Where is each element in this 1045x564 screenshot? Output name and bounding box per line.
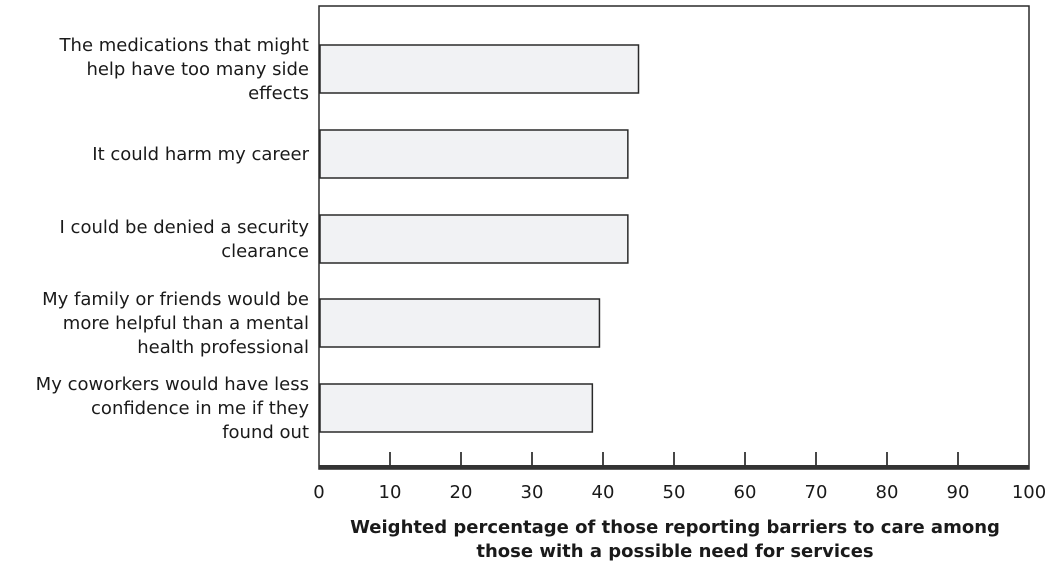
x-tick-label-60: 60: [734, 482, 757, 503]
category-label-2-line-1: It could harm my career: [92, 144, 309, 165]
x-tick-label-10: 10: [379, 482, 402, 503]
x-axis-title-line-1: Weighted percentage of those reporting b…: [350, 517, 1000, 538]
category-labels: The medications that might help have too …: [36, 35, 310, 443]
bars-group: [319, 44, 640, 433]
category-label-5-line-1: My coworkers would have less: [36, 374, 309, 395]
bar-5: [319, 383, 594, 433]
bar-1: [319, 44, 640, 94]
x-axis-ticks: [389, 452, 959, 467]
x-tick-label-80: 80: [876, 482, 899, 503]
category-label-5-line-2: confidence in me if they: [91, 398, 309, 419]
x-tick-label-30: 30: [521, 482, 544, 503]
x-tick-label-90: 90: [947, 482, 970, 503]
x-axis-tick-labels: 0 10 20 30 40 50 60 70 80 90 100: [313, 482, 1045, 503]
category-label-1-line-2: help have too many side: [86, 59, 309, 80]
category-label-1-line-3: effects: [248, 83, 309, 104]
x-axis-title-line-2: those with a possible need for services: [476, 541, 873, 562]
x-tick-label-20: 20: [450, 482, 473, 503]
x-tick-label-50: 50: [663, 482, 686, 503]
category-label-1-line-1: The medications that might: [59, 35, 309, 56]
category-label-4-line-3: health professional: [137, 337, 309, 358]
category-label-3-line-2: clearance: [221, 241, 309, 262]
category-label-5-line-3: found out: [222, 422, 309, 443]
category-label-4-line-2: more helpful than a mental: [63, 313, 309, 334]
x-tick-label-0: 0: [313, 482, 324, 503]
bar-2: [319, 129, 629, 179]
category-label-3-line-1: I could be denied a security: [60, 217, 310, 238]
x-tick-label-70: 70: [805, 482, 828, 503]
bar-3: [319, 214, 629, 264]
x-tick-label-100: 100: [1012, 482, 1045, 503]
x-tick-label-40: 40: [592, 482, 615, 503]
category-label-4-line-1: My family or friends would be: [42, 289, 309, 310]
bar-4: [319, 298, 601, 348]
